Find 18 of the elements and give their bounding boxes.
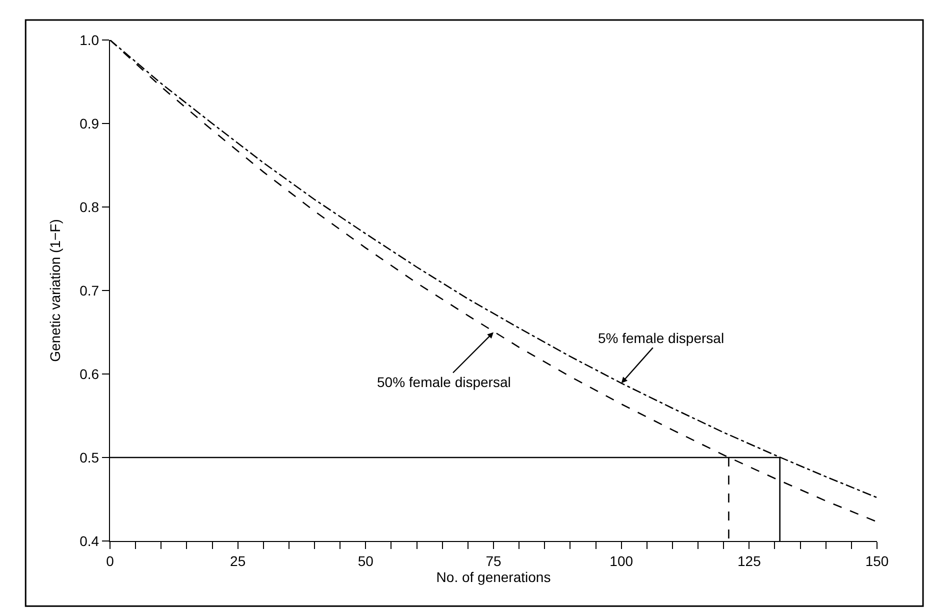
y-tick-label: 0.5 xyxy=(80,449,100,466)
x-tick-label: 0 xyxy=(106,552,114,569)
x-tick-label: 50 xyxy=(358,552,374,569)
annotation: 50% female dispersal xyxy=(377,374,511,390)
y-tick-label: 0.9 xyxy=(80,115,100,132)
y-tick-label: 0.6 xyxy=(80,366,100,382)
x-tick-label: 100 xyxy=(610,552,634,569)
x-tick-label: 25 xyxy=(230,552,246,569)
y-tick-label: 1.0 xyxy=(80,32,100,48)
x-tick-label: 150 xyxy=(865,552,889,569)
y-axis-title: Genetic variation (1−F) xyxy=(47,219,64,362)
y-tick-label: 0.4 xyxy=(80,532,100,549)
annotation: 5% female dispersal xyxy=(598,330,724,346)
x-axis-title: No. of generations xyxy=(436,569,551,586)
x-tick-label: 125 xyxy=(737,552,762,569)
y-tick-label: 0.8 xyxy=(80,198,100,215)
x-tick-label: 75 xyxy=(486,552,502,569)
y-tick-label: 0.7 xyxy=(80,282,100,298)
